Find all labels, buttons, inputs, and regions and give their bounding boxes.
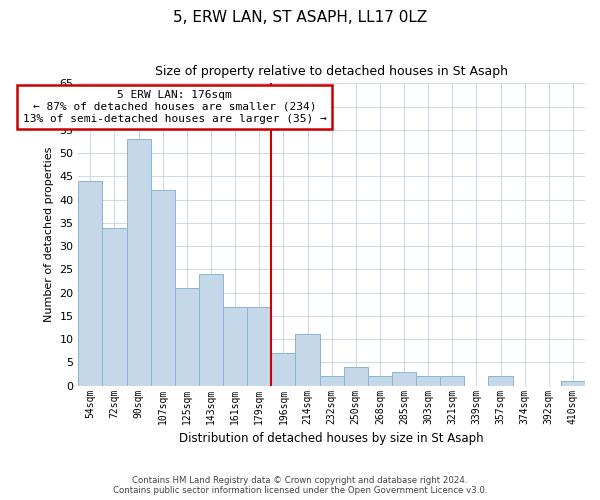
Bar	[344, 367, 368, 386]
Bar	[79, 181, 103, 386]
X-axis label: Distribution of detached houses by size in St Asaph: Distribution of detached houses by size …	[179, 432, 484, 445]
Bar	[103, 228, 127, 386]
Bar	[440, 376, 464, 386]
Bar	[175, 288, 199, 386]
Bar	[392, 372, 416, 386]
Bar	[368, 376, 392, 386]
Bar	[127, 139, 151, 386]
Bar	[320, 376, 344, 386]
Bar	[223, 306, 247, 386]
Title: Size of property relative to detached houses in St Asaph: Size of property relative to detached ho…	[155, 65, 508, 78]
Text: 5 ERW LAN: 176sqm
← 87% of detached houses are smaller (234)
13% of semi-detache: 5 ERW LAN: 176sqm ← 87% of detached hous…	[23, 90, 326, 124]
Y-axis label: Number of detached properties: Number of detached properties	[44, 147, 54, 322]
Bar	[488, 376, 512, 386]
Bar	[271, 353, 295, 386]
Text: 5, ERW LAN, ST ASAPH, LL17 0LZ: 5, ERW LAN, ST ASAPH, LL17 0LZ	[173, 10, 427, 25]
Bar	[247, 306, 271, 386]
Bar	[416, 376, 440, 386]
Bar	[151, 190, 175, 386]
Text: Contains HM Land Registry data © Crown copyright and database right 2024.
Contai: Contains HM Land Registry data © Crown c…	[113, 476, 487, 495]
Bar	[199, 274, 223, 386]
Bar	[561, 381, 585, 386]
Bar	[295, 334, 320, 386]
